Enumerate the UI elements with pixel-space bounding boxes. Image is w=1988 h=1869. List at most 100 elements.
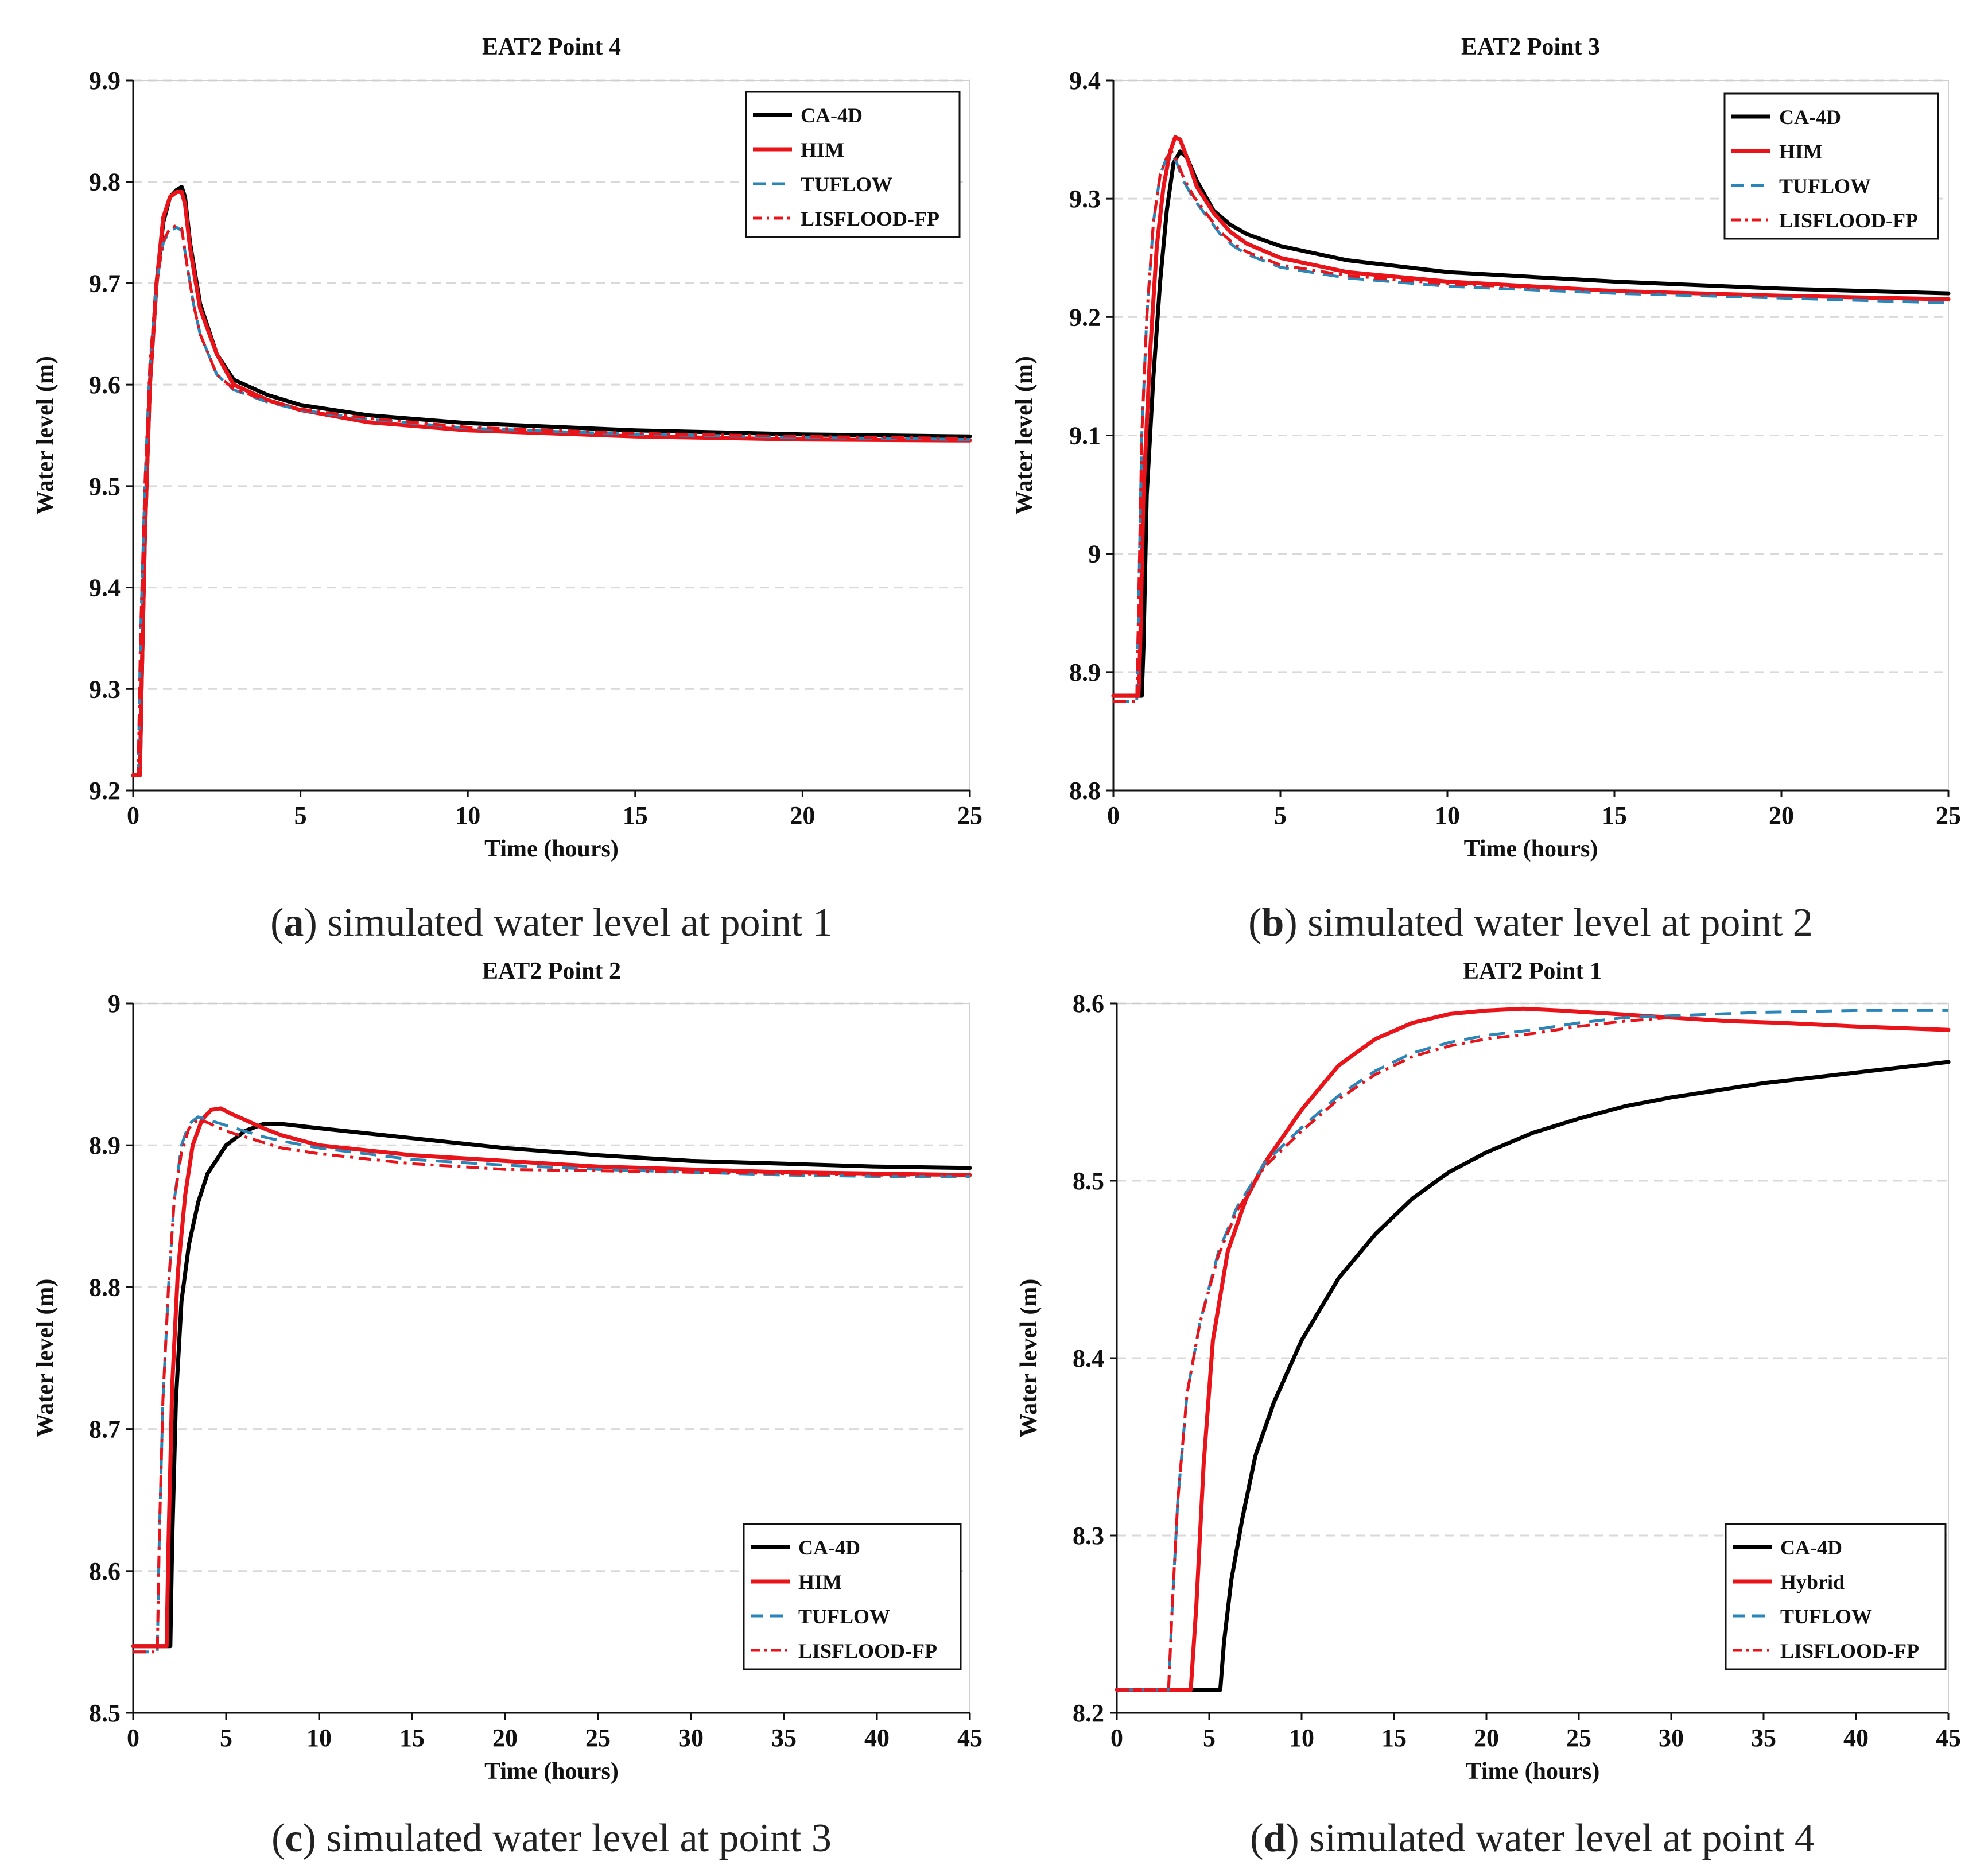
y-axis-label: Water level (m) <box>1016 1279 1042 1438</box>
series-line-him <box>1111 135 1951 698</box>
series-line-ca-4d <box>1115 1060 1951 1692</box>
y-tick-label: 9.5 <box>89 472 121 501</box>
chart-panel-2: 8.8 8.9 9 9.1 9.2 9.3 9.4 0 5 10 15 20 25 EAT2 Point … <box>1011 34 1961 945</box>
x-tick-label: 25 <box>585 1724 611 1752</box>
x-tick-label: 25 <box>1566 1724 1591 1752</box>
x-axis-label: Time (hours) <box>1466 1758 1600 1785</box>
panel-caption: (b) simulated water level at point 2 <box>1248 901 1813 945</box>
y-tick-label: 9.6 <box>89 371 121 399</box>
x-tick-label: 0 <box>1107 801 1120 829</box>
legend-label: CA-4D <box>1779 106 1841 129</box>
legend-label: TUFLOW <box>1780 1605 1872 1628</box>
x-tick-label: 35 <box>771 1724 797 1752</box>
series-line-tuflow <box>133 226 970 777</box>
x-tick-label: 20 <box>1769 801 1794 829</box>
x-tick-label: 15 <box>399 1724 425 1752</box>
series-line-lisflood-fp <box>133 1118 970 1654</box>
y-tick-label: 9.1 <box>1069 422 1101 450</box>
y-tick-label: 8.4 <box>1073 1344 1104 1372</box>
caption-letter: b <box>1261 901 1284 945</box>
y-tick-label: 8.8 <box>1069 777 1101 805</box>
x-tick-label: 15 <box>1381 1724 1407 1752</box>
legend: CA-4D HIM TUFLOW LISFLOOD-FP <box>745 91 961 238</box>
y-axis-label: Water level (m) <box>32 356 59 515</box>
y-tick-label: 8.6 <box>89 1557 121 1585</box>
x-tick-label: 0 <box>127 801 139 829</box>
x-tick-label: 10 <box>1289 1724 1314 1752</box>
x-tick-label: 0 <box>1111 1724 1123 1752</box>
y-tick-label: 9 <box>108 990 121 1018</box>
x-tick-label: 40 <box>864 1724 890 1752</box>
legend-label: Hybrid <box>1780 1571 1845 1593</box>
series-line-lisflood-fp <box>133 224 970 777</box>
legend-label: CA-4D <box>801 104 863 127</box>
legend-label: LISFLOOD-FP <box>801 207 939 230</box>
y-tick-label: 9.3 <box>1069 185 1101 213</box>
series-line-ca-4d <box>131 1122 972 1649</box>
panel-caption: (d) simulated water level at point 4 <box>1250 1816 1815 1860</box>
chart-panel-4: 8.2 8.3 8.4 8.5 8.6 0 5 10 15 20 25 30 35 40 45 EAT2 Po… <box>1016 958 1961 1860</box>
x-tick-label: 45 <box>957 1724 983 1752</box>
y-tick-label: 8.2 <box>1073 1699 1104 1727</box>
x-tick-label: 30 <box>1659 1724 1684 1752</box>
caption-letter: a <box>284 901 304 945</box>
series-line-him <box>131 189 972 777</box>
chart-title: EAT2 Point 3 <box>1461 34 1600 60</box>
y-tick-label: 8.5 <box>1073 1167 1104 1195</box>
legend-label: LISFLOOD-FP <box>1780 1639 1919 1662</box>
y-axis-label: Water level (m) <box>1011 356 1038 515</box>
y-tick-label: 9.7 <box>89 269 121 297</box>
panel-caption: (a) simulated water level at point 1 <box>270 901 833 945</box>
legend-label: TUFLOW <box>1779 175 1871 197</box>
chart-title: EAT2 Point 2 <box>482 958 621 984</box>
caption-letter: d <box>1263 1816 1286 1860</box>
series-line-ca-4d <box>131 185 972 777</box>
x-tick-label: 5 <box>1274 801 1287 829</box>
y-tick-label: 8.5 <box>89 1699 121 1727</box>
legend: CA-4D Hybrid TUFLOW LISFLOOD-FP <box>1725 1523 1947 1670</box>
x-tick-label: 0 <box>127 1724 139 1752</box>
y-tick-label: 9.3 <box>89 675 121 703</box>
chart-title: EAT2 Point 1 <box>1463 958 1602 984</box>
legend-label: HIM <box>801 138 844 161</box>
x-tick-label: 5 <box>220 1724 232 1752</box>
y-tick-label: 9.8 <box>89 168 121 196</box>
caption-letter: c <box>285 1816 302 1860</box>
y-tick-label: 9 <box>1088 540 1101 568</box>
legend-label: CA-4D <box>1780 1536 1842 1559</box>
y-tick-label: 8.9 <box>1069 658 1101 687</box>
y-tick-label: 8.7 <box>89 1416 121 1444</box>
x-tick-label: 20 <box>492 1724 518 1752</box>
chart-title: EAT2 Point 4 <box>482 34 621 60</box>
y-tick-label: 8.3 <box>1073 1522 1104 1550</box>
chart-panel-3: 8.5 8.6 8.7 8.8 8.9 9 0 5 10 15 20 25 30 35 40 45 EAT2 P… <box>32 958 983 1860</box>
x-tick-label: 5 <box>294 801 307 829</box>
x-tick-label: 10 <box>455 801 480 829</box>
y-tick-label: 9.4 <box>89 574 121 602</box>
x-tick-label: 45 <box>1936 1724 1961 1752</box>
legend-box <box>745 91 961 238</box>
legend-label: TUFLOW <box>801 173 892 196</box>
x-tick-label: 25 <box>1936 801 1961 829</box>
y-tick-label: 9.4 <box>1069 67 1101 95</box>
x-tick-label: 20 <box>790 801 815 829</box>
series-line-lisflood-fp <box>1117 1016 1672 1692</box>
x-axis-label: Time (hours) <box>484 836 619 862</box>
legend-label: LISFLOOD-FP <box>798 1639 937 1662</box>
x-tick-label: 10 <box>1435 801 1460 829</box>
legend: CA-4D HIM TUFLOW LISFLOOD-FP <box>1723 92 1939 240</box>
x-tick-label: 15 <box>623 801 648 829</box>
series-line-tuflow <box>1117 1009 1948 1692</box>
series-line-hybrid <box>1115 1006 1951 1692</box>
x-tick-label: 25 <box>957 801 983 829</box>
y-tick-label: 8.9 <box>89 1131 121 1160</box>
legend: CA-4D HIM TUFLOW LISFLOOD-FP <box>743 1523 962 1670</box>
y-axis-label: Water level (m) <box>32 1279 59 1438</box>
y-tick-label: 8.8 <box>89 1273 121 1301</box>
x-tick-label: 10 <box>306 1724 332 1752</box>
legend-label: LISFLOOD-FP <box>1779 209 1918 232</box>
x-tick-label: 20 <box>1474 1724 1499 1752</box>
x-tick-label: 5 <box>1203 1724 1216 1752</box>
legend-label: HIM <box>1779 140 1823 163</box>
